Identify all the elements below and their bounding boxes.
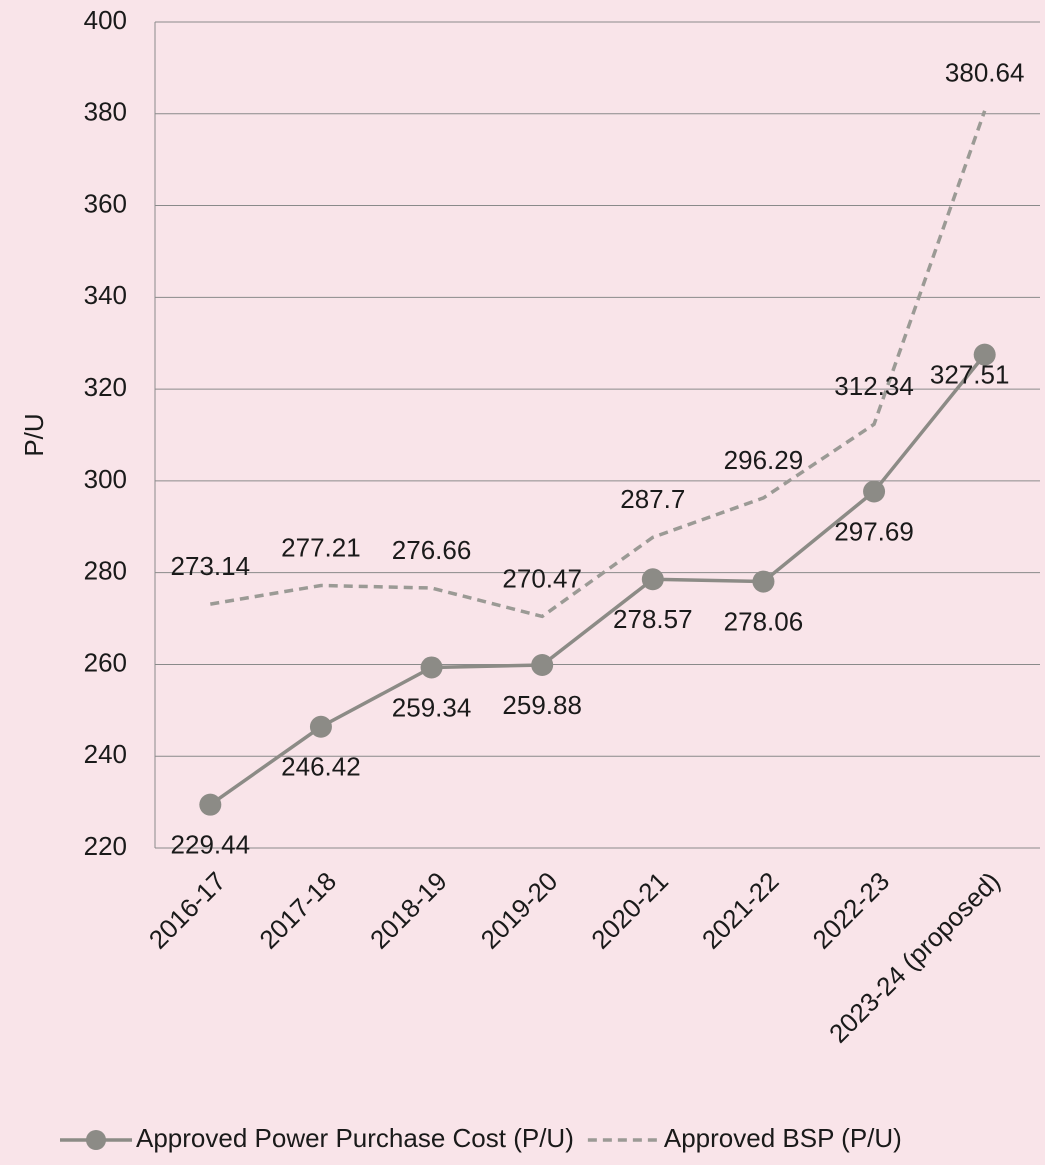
data-label: 270.47 xyxy=(502,563,582,593)
data-label: 276.66 xyxy=(392,535,472,565)
point-marker xyxy=(973,343,996,366)
y-axis-label: P/U xyxy=(19,413,49,456)
y-tick-label: 400 xyxy=(84,5,127,35)
point-marker xyxy=(199,793,222,816)
y-tick-label: 300 xyxy=(84,464,127,494)
data-label: 246.42 xyxy=(281,752,361,782)
data-label: 278.06 xyxy=(724,606,804,636)
y-tick-label: 240 xyxy=(84,739,127,769)
data-label: 380.64 xyxy=(945,58,1025,88)
y-tick-label: 380 xyxy=(84,97,127,127)
y-tick-label: 320 xyxy=(84,372,127,402)
data-label: 312.34 xyxy=(834,371,914,401)
data-label: 277.21 xyxy=(281,532,361,562)
y-tick-label: 340 xyxy=(84,280,127,310)
data-label: 278.57 xyxy=(613,604,693,634)
y-tick-label: 280 xyxy=(84,556,127,586)
point-marker xyxy=(752,570,775,593)
y-tick-label: 260 xyxy=(84,647,127,677)
point-marker xyxy=(641,568,664,591)
data-label: 296.29 xyxy=(724,445,804,475)
data-label: 259.88 xyxy=(502,690,582,720)
point-marker xyxy=(420,656,443,679)
legend-label: Approved BSP (P/U) xyxy=(664,1123,902,1153)
y-tick-label: 360 xyxy=(84,188,127,218)
series-line xyxy=(209,353,987,807)
series-line xyxy=(210,110,987,619)
point-marker xyxy=(309,715,332,738)
data-label: 229.44 xyxy=(171,830,251,860)
legend-marker xyxy=(86,1130,106,1150)
data-label: 297.69 xyxy=(834,516,914,546)
data-label: 287.7 xyxy=(620,484,685,514)
data-label: 259.34 xyxy=(392,692,472,722)
y-tick-label: 220 xyxy=(84,831,127,861)
point-marker xyxy=(863,480,886,503)
data-label: 327.51 xyxy=(930,360,1010,390)
legend-label: Approved Power Purchase Cost (P/U) xyxy=(136,1123,574,1153)
point-marker xyxy=(531,653,554,676)
data-label: 273.14 xyxy=(171,551,251,581)
